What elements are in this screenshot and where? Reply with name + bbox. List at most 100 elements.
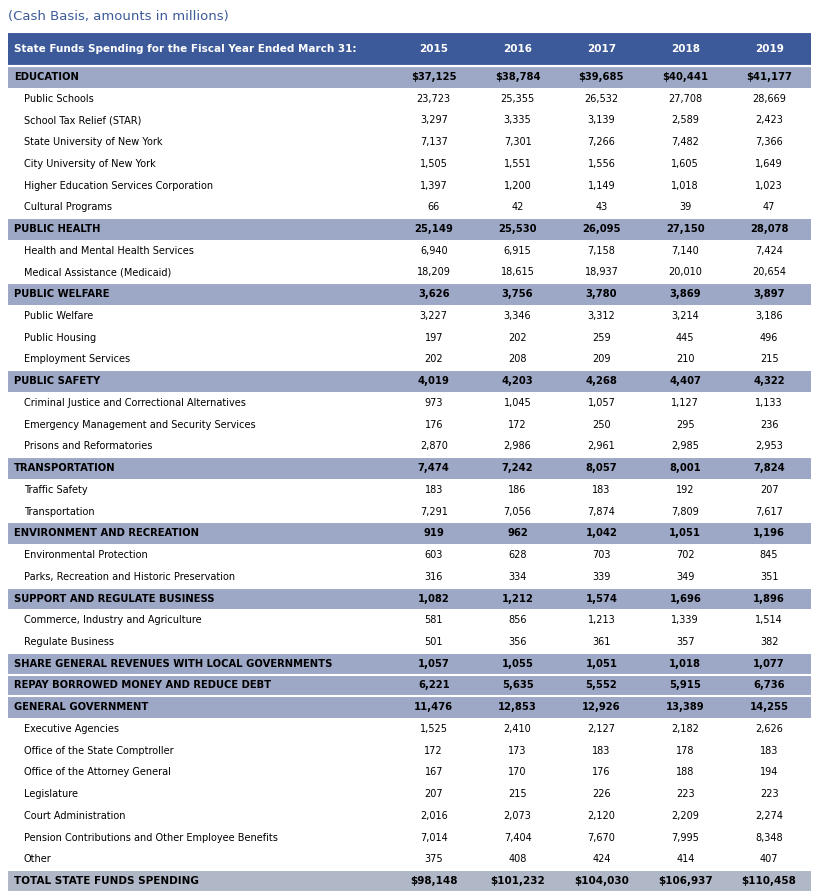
- Text: 408: 408: [509, 855, 527, 864]
- Text: 192: 192: [676, 485, 695, 495]
- Text: 4,322: 4,322: [753, 376, 785, 386]
- Text: 2015: 2015: [419, 44, 448, 54]
- Text: 7,137: 7,137: [420, 137, 448, 148]
- Text: 496: 496: [760, 333, 778, 342]
- Text: 1,397: 1,397: [420, 181, 448, 190]
- Bar: [8, 370, 811, 392]
- Text: 2,073: 2,073: [504, 811, 532, 821]
- Text: 2,986: 2,986: [504, 442, 532, 451]
- Text: Public Welfare: Public Welfare: [24, 311, 93, 321]
- Text: 12,926: 12,926: [582, 702, 621, 713]
- Text: 375: 375: [424, 855, 443, 864]
- Bar: [8, 262, 811, 283]
- Text: 170: 170: [509, 767, 527, 778]
- Text: 2,209: 2,209: [672, 811, 699, 821]
- Text: 382: 382: [760, 637, 778, 647]
- Bar: [8, 827, 811, 848]
- Text: $104,030: $104,030: [574, 876, 629, 886]
- Text: Public Schools: Public Schools: [24, 94, 93, 104]
- Bar: [8, 32, 811, 66]
- Text: 26,532: 26,532: [584, 94, 618, 104]
- Text: 250: 250: [592, 419, 611, 430]
- Text: 295: 295: [676, 419, 695, 430]
- Text: 1,057: 1,057: [418, 659, 450, 669]
- Text: 7,824: 7,824: [753, 463, 785, 473]
- Text: 7,404: 7,404: [504, 832, 532, 843]
- Text: 3,297: 3,297: [420, 115, 448, 125]
- Text: Emergency Management and Security Services: Emergency Management and Security Servic…: [24, 419, 256, 430]
- Bar: [8, 501, 811, 522]
- Text: 6,940: 6,940: [420, 246, 447, 256]
- Text: 172: 172: [509, 419, 527, 430]
- Text: 223: 223: [760, 789, 778, 799]
- Bar: [8, 544, 811, 566]
- Text: Commerce, Industry and Agriculture: Commerce, Industry and Agriculture: [24, 615, 201, 625]
- Text: 702: 702: [676, 550, 695, 560]
- Text: 7,424: 7,424: [755, 246, 783, 256]
- Text: Criminal Justice and Correctional Alternatives: Criminal Justice and Correctional Altern…: [24, 398, 246, 408]
- Text: Office of the Attorney General: Office of the Attorney General: [24, 767, 171, 778]
- Text: $40,441: $40,441: [663, 72, 708, 82]
- Bar: [8, 762, 811, 783]
- Bar: [8, 305, 811, 327]
- Text: 1,082: 1,082: [418, 594, 450, 603]
- Text: 11,476: 11,476: [414, 702, 453, 713]
- Text: 8,348: 8,348: [755, 832, 783, 843]
- Text: 2019: 2019: [754, 44, 784, 54]
- Text: 7,809: 7,809: [672, 507, 699, 517]
- Text: 226: 226: [592, 789, 611, 799]
- Bar: [8, 88, 811, 109]
- Text: 194: 194: [760, 767, 778, 778]
- Text: 1,127: 1,127: [672, 398, 699, 408]
- Text: 197: 197: [424, 333, 443, 342]
- Text: 3,214: 3,214: [672, 311, 699, 321]
- Text: 1,149: 1,149: [587, 181, 615, 190]
- Text: 1,045: 1,045: [504, 398, 532, 408]
- Text: 188: 188: [676, 767, 695, 778]
- Text: 2,953: 2,953: [755, 442, 783, 451]
- Text: 1,023: 1,023: [755, 181, 783, 190]
- Text: REPAY BORROWED MONEY AND REDUCE DEBT: REPAY BORROWED MONEY AND REDUCE DEBT: [14, 680, 271, 690]
- Text: 3,626: 3,626: [418, 290, 450, 299]
- Text: Traffic Safety: Traffic Safety: [24, 485, 88, 495]
- Text: 349: 349: [676, 572, 695, 582]
- Text: 3,897: 3,897: [753, 290, 785, 299]
- Text: State University of New York: State University of New York: [24, 137, 162, 148]
- Bar: [8, 153, 811, 174]
- Text: $106,937: $106,937: [658, 876, 713, 886]
- Bar: [8, 740, 811, 762]
- Text: 25,355: 25,355: [500, 94, 535, 104]
- Text: 5,915: 5,915: [669, 680, 701, 690]
- Text: 7,266: 7,266: [587, 137, 615, 148]
- Text: 7,670: 7,670: [587, 832, 615, 843]
- Text: Medical Assistance (Medicaid): Medical Assistance (Medicaid): [24, 267, 171, 277]
- Text: 236: 236: [760, 419, 778, 430]
- Text: 173: 173: [509, 746, 527, 755]
- Text: 2,274: 2,274: [755, 811, 783, 821]
- Bar: [8, 631, 811, 653]
- Text: 66: 66: [428, 202, 440, 212]
- Text: 361: 361: [592, 637, 611, 647]
- Text: 3,227: 3,227: [420, 311, 448, 321]
- Bar: [8, 435, 811, 457]
- Text: 4,019: 4,019: [418, 376, 450, 386]
- Text: 334: 334: [509, 572, 527, 582]
- Text: 2016: 2016: [503, 44, 532, 54]
- Text: EDUCATION: EDUCATION: [14, 72, 79, 82]
- Bar: [8, 653, 811, 675]
- Text: 27,150: 27,150: [666, 224, 704, 234]
- Text: 25,530: 25,530: [498, 224, 536, 234]
- Text: 1,018: 1,018: [669, 659, 701, 669]
- Text: 47: 47: [762, 202, 776, 212]
- Text: 2,016: 2,016: [420, 811, 448, 821]
- Text: 167: 167: [424, 767, 443, 778]
- Text: $37,125: $37,125: [411, 72, 456, 82]
- Text: 215: 215: [760, 354, 778, 365]
- Text: 1,525: 1,525: [420, 724, 448, 734]
- Text: 703: 703: [592, 550, 611, 560]
- Text: 7,874: 7,874: [587, 507, 615, 517]
- Text: 3,139: 3,139: [587, 115, 615, 125]
- Text: Other: Other: [24, 855, 52, 864]
- Text: 445: 445: [676, 333, 695, 342]
- Text: Higher Education Services Corporation: Higher Education Services Corporation: [24, 181, 213, 190]
